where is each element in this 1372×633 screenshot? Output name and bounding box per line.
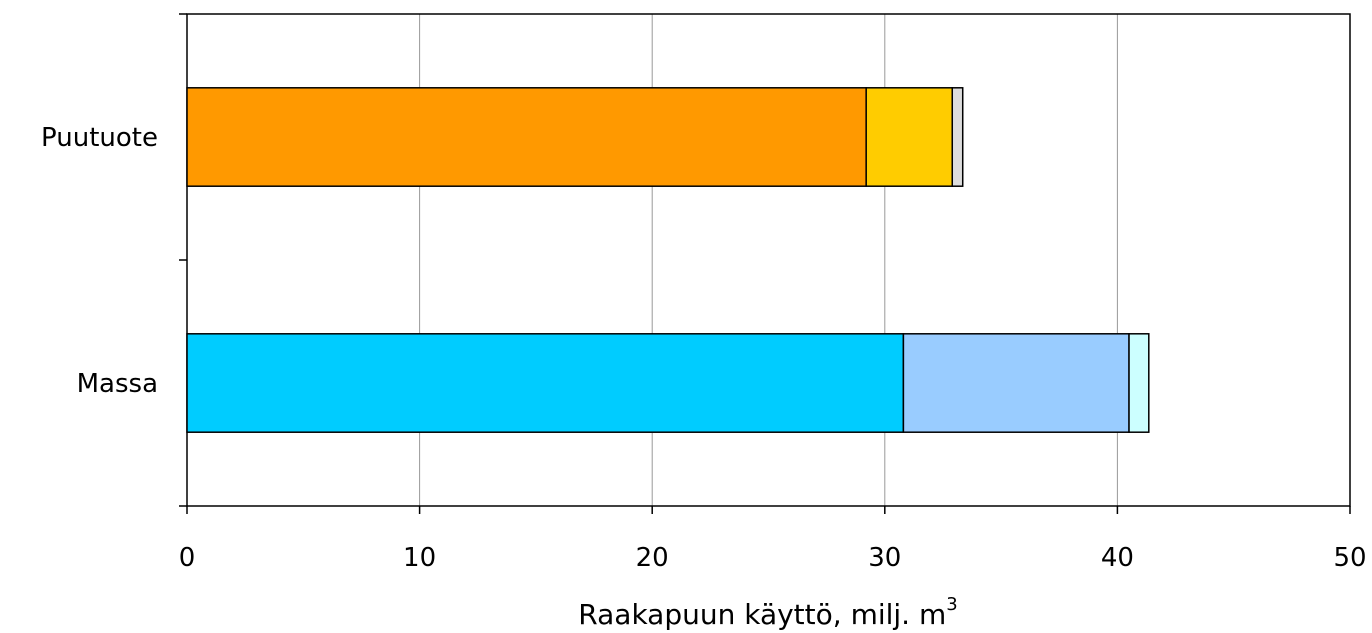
bar-segment: [186, 333, 905, 433]
bar-segment: [1128, 333, 1150, 433]
x-tick-label: 50: [1333, 543, 1366, 573]
bar-segment: [951, 87, 964, 187]
x-tick-label: 30: [868, 543, 901, 573]
x-tick-labels: 0 10 20 30 40 50: [179, 543, 1367, 573]
bars: [186, 87, 1150, 433]
x-axis-title-superscript: 3: [946, 594, 957, 615]
x-tick-label: 20: [636, 543, 669, 573]
x-tick-label: 0: [179, 543, 196, 573]
y-axis-ticks: [179, 13, 187, 507]
x-axis-title: Raakapuun käyttö, milj. m3: [578, 594, 957, 631]
bar-segment: [186, 87, 867, 187]
bar-segment: [902, 333, 1130, 433]
x-axis-title-text: Raakapuun käyttö, milj. m: [578, 598, 946, 631]
category-label: Puutuote: [41, 123, 158, 153]
category-labels: Puutuote Massa: [41, 123, 158, 399]
x-tick-label: 10: [403, 543, 436, 573]
category-label: Massa: [77, 369, 158, 399]
bar-segment: [865, 87, 954, 187]
x-tick-label: 40: [1101, 543, 1134, 573]
